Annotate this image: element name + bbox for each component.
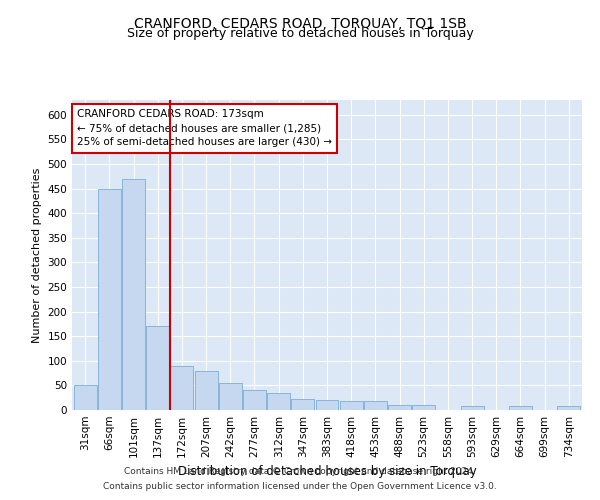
- Bar: [194, 370, 218, 410]
- Bar: [292, 399, 314, 410]
- X-axis label: Distribution of detached houses by size in Torquay: Distribution of detached houses by size …: [178, 466, 476, 478]
- Bar: [388, 405, 411, 410]
- Bar: [243, 390, 266, 410]
- Text: Size of property relative to detached houses in Torquay: Size of property relative to detached ho…: [127, 28, 473, 40]
- Text: CRANFORD, CEDARS ROAD, TORQUAY, TQ1 1SB: CRANFORD, CEDARS ROAD, TORQUAY, TQ1 1SB: [134, 18, 466, 32]
- Bar: [74, 386, 97, 410]
- Bar: [412, 405, 435, 410]
- Text: Contains public sector information licensed under the Open Government Licence v3: Contains public sector information licen…: [103, 482, 497, 491]
- Y-axis label: Number of detached properties: Number of detached properties: [32, 168, 42, 342]
- Bar: [557, 406, 580, 410]
- Bar: [340, 401, 362, 410]
- Bar: [509, 406, 532, 410]
- Bar: [267, 393, 290, 410]
- Bar: [122, 178, 145, 410]
- Bar: [219, 383, 242, 410]
- Bar: [364, 401, 387, 410]
- Bar: [98, 188, 121, 410]
- Text: Contains HM Land Registry data © Crown copyright and database right 2024.: Contains HM Land Registry data © Crown c…: [124, 467, 476, 476]
- Bar: [316, 400, 338, 410]
- Bar: [461, 406, 484, 410]
- Bar: [146, 326, 169, 410]
- Text: CRANFORD CEDARS ROAD: 173sqm
← 75% of detached houses are smaller (1,285)
25% of: CRANFORD CEDARS ROAD: 173sqm ← 75% of de…: [77, 110, 332, 148]
- Bar: [170, 366, 193, 410]
